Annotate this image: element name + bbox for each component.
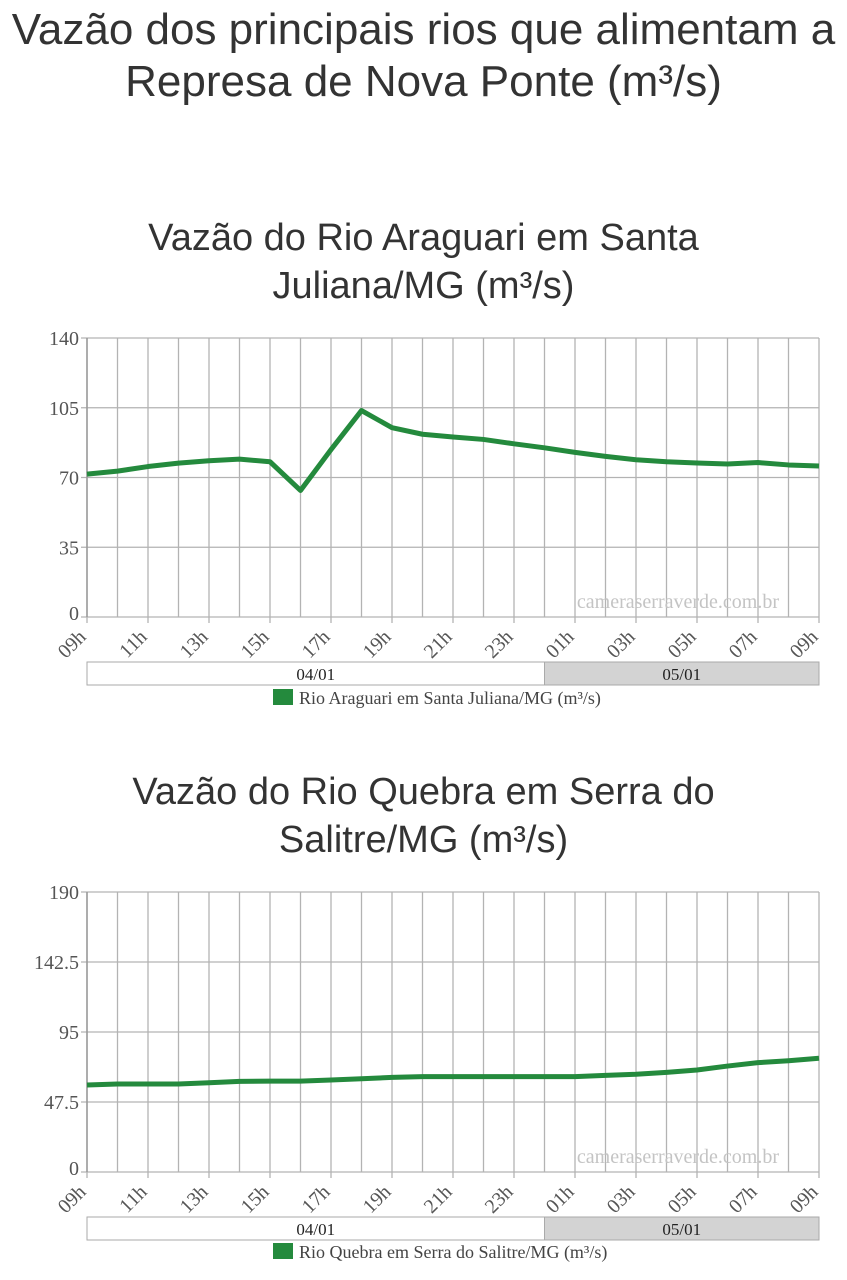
- y-tick-label: 47.5: [44, 1092, 79, 1114]
- y-tick-label: 95: [59, 1022, 79, 1044]
- x-tick-label: 17h: [298, 626, 335, 663]
- x-tick-label: 17h: [298, 1181, 335, 1218]
- date-band: [544, 1216, 820, 1241]
- page-title: Vazão dos principais rios que alimentam …: [11, 5, 836, 106]
- x-tick-label: 07h: [725, 1181, 762, 1218]
- x-tick-label: 03h: [603, 626, 640, 663]
- x-tick-label: 19h: [359, 626, 396, 663]
- date-band-label: 04/01: [296, 665, 335, 684]
- x-tick-label: 21h: [420, 1181, 457, 1218]
- y-tick-label: 70: [59, 468, 79, 490]
- x-tick-label: 09h: [54, 1181, 91, 1218]
- x-tick-label: 23h: [481, 1181, 518, 1218]
- x-tick-label: 09h: [786, 1181, 823, 1218]
- date-band-label: 05/01: [662, 1220, 701, 1239]
- x-tick-label: 23h: [481, 626, 518, 663]
- x-tick-label: 05h: [664, 1181, 701, 1218]
- x-tick-label: 15h: [237, 626, 274, 663]
- date-band-label: 04/01: [296, 1220, 335, 1239]
- watermark: cameraserraverde.com.br: [577, 591, 779, 613]
- x-tick-label: 11h: [115, 626, 151, 662]
- date-band: [544, 661, 820, 686]
- x-tick-label: 15h: [237, 1181, 274, 1218]
- y-tick-label: 190: [49, 882, 79, 904]
- x-tick-label: 13h: [176, 1181, 213, 1218]
- x-tick-label: 03h: [603, 1181, 640, 1218]
- x-tick-label: 21h: [420, 626, 457, 663]
- x-tick-label: 05h: [664, 626, 701, 663]
- y-tick-label: 0: [69, 1158, 79, 1180]
- x-tick-label: 11h: [115, 1181, 151, 1217]
- y-tick-label: 142.5: [34, 952, 79, 974]
- chart-title-araguari: Vazão do Rio Araguari em Santa Juliana/M…: [148, 217, 699, 307]
- x-tick-label: 09h: [786, 626, 823, 663]
- y-tick-label: 35: [59, 537, 79, 559]
- legend-swatch: [273, 1243, 293, 1259]
- x-tick-label: 07h: [725, 626, 762, 663]
- watermark: cameraserraverde.com.br: [577, 1146, 779, 1168]
- date-band-label: 05/01: [662, 665, 701, 684]
- y-tick-label: 105: [49, 398, 79, 420]
- x-tick-label: 01h: [542, 626, 579, 663]
- x-tick-label: 09h: [54, 626, 91, 663]
- legend-swatch: [273, 689, 293, 705]
- y-tick-label: 0: [69, 603, 79, 625]
- x-tick-label: 13h: [176, 626, 213, 663]
- legend-label: Rio Quebra em Serra do Salitre/MG (m³/s): [299, 1242, 607, 1263]
- y-tick-label: 140: [49, 328, 79, 350]
- chart-title-quebra: Vazão do Rio Quebra em Serra do Salitre/…: [132, 771, 715, 861]
- x-tick-label: 19h: [359, 1181, 396, 1218]
- legend-label: Rio Araguari em Santa Juliana/MG (m³/s): [299, 688, 601, 709]
- x-tick-label: 01h: [542, 1181, 579, 1218]
